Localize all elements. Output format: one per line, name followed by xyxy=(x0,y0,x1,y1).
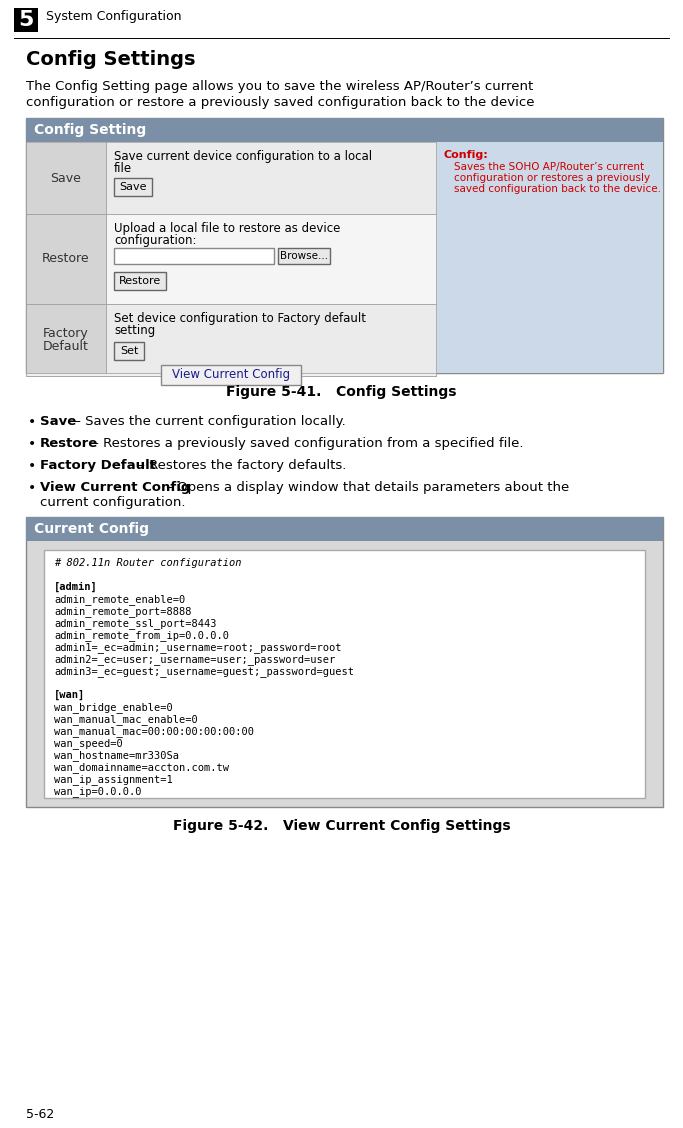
Text: Set: Set xyxy=(120,346,138,356)
Bar xyxy=(26,214,106,305)
Text: Restore: Restore xyxy=(42,253,89,265)
Text: Restore: Restore xyxy=(40,437,98,450)
Text: wan_manual_mac_enable=0: wan_manual_mac_enable=0 xyxy=(54,714,198,725)
Text: 5: 5 xyxy=(18,10,33,30)
Text: Config Setting: Config Setting xyxy=(34,123,146,136)
Text: Save: Save xyxy=(51,171,81,185)
Text: Browse...: Browse... xyxy=(280,252,328,261)
Text: •: • xyxy=(28,415,36,429)
Text: Config Settings: Config Settings xyxy=(26,50,195,69)
Bar xyxy=(14,8,38,32)
Text: – Restores a previously saved configuration from a specified file.: – Restores a previously saved configurat… xyxy=(88,437,523,450)
Bar xyxy=(44,550,645,797)
Bar xyxy=(26,305,106,376)
Text: admin1=_ec=admin;_username=root;_password=root: admin1=_ec=admin;_username=root;_passwor… xyxy=(54,642,342,653)
Bar xyxy=(436,142,663,373)
Bar xyxy=(26,118,663,142)
Bar xyxy=(161,364,301,385)
Text: •: • xyxy=(28,459,36,473)
Text: Restore: Restore xyxy=(119,276,161,287)
Text: wan_domainname=accton.com.tw: wan_domainname=accton.com.tw xyxy=(54,763,229,773)
Text: wan_ip=0.0.0.0: wan_ip=0.0.0.0 xyxy=(54,786,141,796)
Bar xyxy=(114,178,152,196)
Text: System Configuration: System Configuration xyxy=(46,10,182,23)
Text: – Opens a display window that details parameters about the: – Opens a display window that details pa… xyxy=(162,481,569,494)
Text: wan_bridge_enable=0: wan_bridge_enable=0 xyxy=(54,702,173,713)
Bar xyxy=(26,517,663,807)
Text: Set device configuration to Factory default: Set device configuration to Factory defa… xyxy=(114,312,366,325)
Bar xyxy=(114,342,144,360)
Text: admin2=_ec=user;_username=user;_password=user: admin2=_ec=user;_username=user;_password… xyxy=(54,654,335,664)
Text: file: file xyxy=(114,162,132,175)
Text: Save current device configuration to a local: Save current device configuration to a l… xyxy=(114,150,372,164)
Text: Current Config: Current Config xyxy=(34,522,149,536)
Text: •: • xyxy=(28,481,36,495)
Text: setting: setting xyxy=(114,324,155,337)
Text: View Current Config: View Current Config xyxy=(172,368,290,381)
Text: – Restores the factory defaults.: – Restores the factory defaults. xyxy=(134,459,346,472)
Text: Upload a local file to restore as device: Upload a local file to restore as device xyxy=(114,222,340,235)
Text: View Current Config: View Current Config xyxy=(40,481,191,494)
Text: Factory: Factory xyxy=(43,327,89,341)
Text: The Config Setting page allows you to save the wireless AP/Router’s current: The Config Setting page allows you to sa… xyxy=(26,80,533,92)
Text: [wan]: [wan] xyxy=(54,690,85,700)
Text: Figure 5-41.   Config Settings: Figure 5-41. Config Settings xyxy=(226,385,457,399)
Bar xyxy=(278,248,330,264)
Text: admin_remote_port=8888: admin_remote_port=8888 xyxy=(54,606,191,617)
Bar xyxy=(26,118,663,373)
Text: [admin]: [admin] xyxy=(54,582,98,592)
Bar xyxy=(106,305,436,376)
Text: Save: Save xyxy=(120,182,147,192)
Text: Save: Save xyxy=(40,415,76,428)
Text: admin3=_ec=guest;_username=guest;_password=guest: admin3=_ec=guest;_username=guest;_passwo… xyxy=(54,666,354,677)
Text: admin_remote_enable=0: admin_remote_enable=0 xyxy=(54,594,185,605)
Text: configuration:: configuration: xyxy=(114,233,197,247)
Bar xyxy=(114,272,166,290)
Text: wan_manual_mac=00:00:00:00:00:00: wan_manual_mac=00:00:00:00:00:00 xyxy=(54,726,254,737)
Text: Config:: Config: xyxy=(444,150,489,160)
Text: configuration or restore a previously saved configuration back to the device: configuration or restore a previously sa… xyxy=(26,96,535,109)
Text: admin_remote_ssl_port=8443: admin_remote_ssl_port=8443 xyxy=(54,618,217,629)
Bar xyxy=(106,142,436,214)
Text: •: • xyxy=(28,437,36,451)
Bar xyxy=(26,517,663,541)
Text: configuration or restores a previously: configuration or restores a previously xyxy=(454,173,650,183)
Text: Saves the SOHO AP/Router’s current: Saves the SOHO AP/Router’s current xyxy=(454,162,644,171)
Text: Figure 5-42.   View Current Config Settings: Figure 5-42. View Current Config Setting… xyxy=(173,819,510,832)
Text: current configuration.: current configuration. xyxy=(40,496,186,509)
Text: Default: Default xyxy=(43,340,89,352)
Text: – Saves the current configuration locally.: – Saves the current configuration locall… xyxy=(70,415,346,428)
Text: wan_speed=0: wan_speed=0 xyxy=(54,738,123,749)
Text: # 802.11n Router configuration: # 802.11n Router configuration xyxy=(54,558,242,569)
Text: wan_ip_assignment=1: wan_ip_assignment=1 xyxy=(54,774,173,785)
Text: wan_hostname=mr330Sa: wan_hostname=mr330Sa xyxy=(54,750,179,761)
Text: Factory Default: Factory Default xyxy=(40,459,156,472)
Bar xyxy=(26,373,436,376)
Bar xyxy=(114,248,274,264)
Text: admin_remote_from_ip=0.0.0.0: admin_remote_from_ip=0.0.0.0 xyxy=(54,631,229,641)
Bar xyxy=(26,142,106,214)
Text: 5-62: 5-62 xyxy=(26,1108,54,1121)
Text: saved configuration back to the device.: saved configuration back to the device. xyxy=(454,184,661,194)
Bar xyxy=(106,214,436,305)
